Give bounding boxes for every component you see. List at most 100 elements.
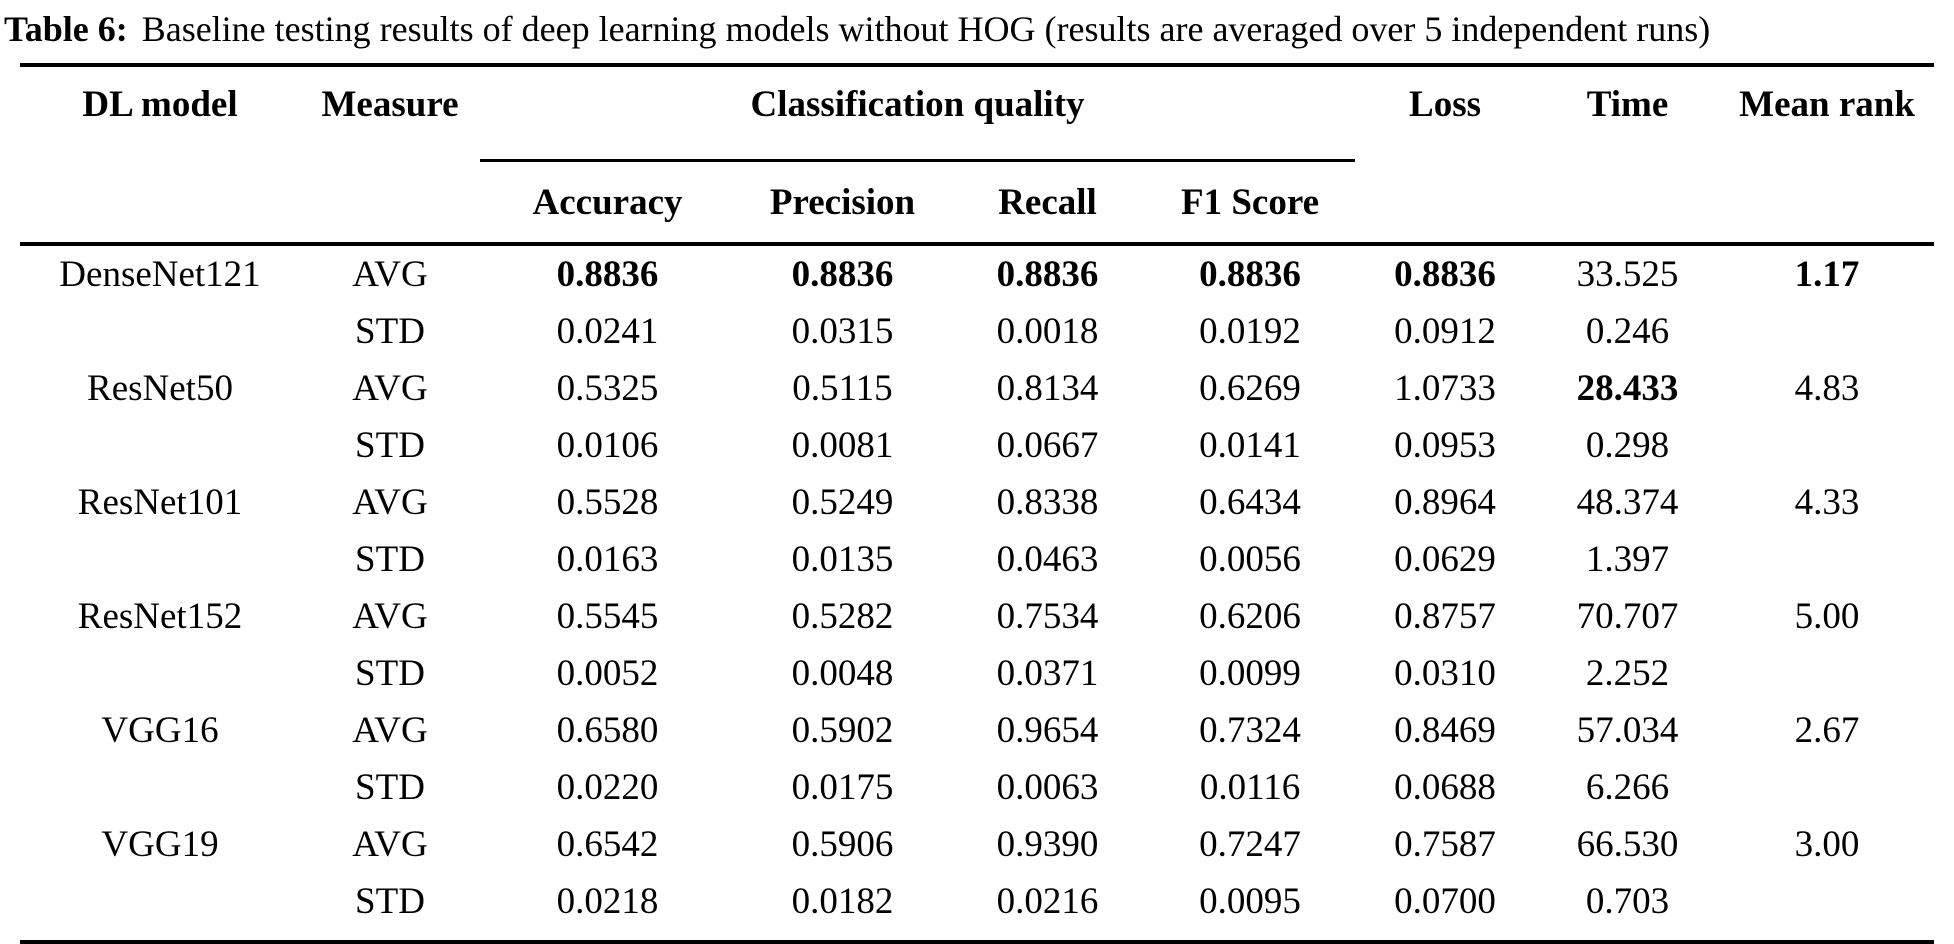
cell-std-f1: 0.0141 xyxy=(1199,425,1301,467)
cell-avg-f1: 0.7247 xyxy=(1199,824,1301,866)
cell-std-time: 6.266 xyxy=(1585,767,1670,809)
cell-std-loss: 0.0629 xyxy=(1394,539,1496,581)
cell-avg-loss: 0.7587 xyxy=(1394,824,1496,866)
cell-avg-f1: 0.7324 xyxy=(1199,710,1301,752)
cell-std-recall: 0.0371 xyxy=(996,653,1099,695)
cell-avg-f1: 0.8836 xyxy=(1199,254,1301,296)
cell-std-precision: 0.0048 xyxy=(791,653,894,695)
cell-std-rank xyxy=(1720,645,1934,702)
cell-std-recall: 0.0667 xyxy=(996,425,1099,467)
cell-std-accuracy: 0.0052 xyxy=(556,653,659,695)
table-row: STD 0.0218 0.0182 0.0216 0.0095 0.0700 0.703 xyxy=(20,873,1934,943)
cell-std-f1: 0.0099 xyxy=(1199,653,1301,695)
table-row: VGG19 AVG 0.6542 0.5906 0.9390 0.7247 0.7587 66… xyxy=(20,816,1934,873)
col-header-time: Time xyxy=(1586,84,1669,126)
measure-avg-label: AVG xyxy=(352,824,428,866)
table-row: DenseNet121 AVG 0.8836 0.8836 0.8836 0.8836 0.… xyxy=(20,244,1934,303)
table-header: DL model Measure Classification quality … xyxy=(20,65,1935,245)
measure-std-label: STD xyxy=(355,539,425,581)
cell-avg-recall: 0.7534 xyxy=(996,596,1099,638)
cell-std-precision: 0.0081 xyxy=(791,425,894,467)
model-name: ResNet101 xyxy=(77,482,243,524)
cell-avg-rank: 2.67 xyxy=(1794,710,1860,752)
cell-std-accuracy: 0.0106 xyxy=(556,425,659,467)
table-row: VGG16 AVG 0.6580 0.5902 0.9654 0.7324 0.8469 57… xyxy=(20,702,1934,759)
measure-avg-label: AVG xyxy=(352,368,428,410)
results-table: DL model Measure Classification quality … xyxy=(20,63,1935,944)
cell-std-recall: 0.0463 xyxy=(996,539,1099,581)
cell-std-accuracy: 0.0241 xyxy=(556,311,659,353)
cell-std-accuracy: 0.0220 xyxy=(556,767,659,809)
table-header-row-1: DL model Measure Classification quality … xyxy=(20,65,1934,163)
cell-avg-time: 48.374 xyxy=(1576,482,1679,524)
model-name: VGG19 xyxy=(101,824,219,866)
cell-avg-rank: 1.17 xyxy=(1794,254,1860,296)
cell-avg-rank: 5.00 xyxy=(1794,596,1860,638)
cell-std-precision: 0.0315 xyxy=(791,311,894,353)
cell-avg-f1: 0.6434 xyxy=(1199,482,1301,524)
table-row: STD 0.0241 0.0315 0.0018 0.0192 0.0912 0.246 xyxy=(20,303,1934,360)
cell-avg-loss: 0.8964 xyxy=(1394,482,1496,524)
cell-std-precision: 0.0182 xyxy=(791,881,894,923)
cell-avg-accuracy: 0.6542 xyxy=(556,824,659,866)
cell-avg-precision: 0.5249 xyxy=(791,482,894,524)
cell-std-rank xyxy=(1720,531,1934,588)
cell-avg-loss: 0.8757 xyxy=(1394,596,1496,638)
table-caption: Table 6: Baseline testing results of deep… xyxy=(0,0,1954,51)
cell-avg-precision: 0.5115 xyxy=(792,368,893,410)
cell-std-f1: 0.0116 xyxy=(1199,767,1301,809)
cell-avg-rank: 3.00 xyxy=(1794,824,1860,866)
model-name xyxy=(20,645,300,702)
model-name xyxy=(20,759,300,816)
cell-std-time: 2.252 xyxy=(1585,653,1670,695)
measure-std-label: STD xyxy=(355,425,425,467)
table-row: STD 0.0106 0.0081 0.0667 0.0141 0.0953 0.298 xyxy=(20,417,1934,474)
cell-avg-recall: 0.8836 xyxy=(996,254,1099,296)
model-name: ResNet50 xyxy=(87,368,233,410)
table-row: STD 0.0163 0.0135 0.0463 0.0056 0.0629 1.397 xyxy=(20,531,1934,588)
measure-std-label: STD xyxy=(355,881,425,923)
cell-avg-time: 33.525 xyxy=(1576,254,1679,296)
table-row: ResNet50 AVG 0.5325 0.5115 0.8134 0.6269 1.073… xyxy=(20,360,1934,417)
cell-std-rank xyxy=(1720,873,1934,943)
cell-std-loss: 0.0912 xyxy=(1394,311,1496,353)
cell-avg-loss: 0.8836 xyxy=(1394,254,1496,296)
model-name xyxy=(20,303,300,360)
cell-avg-precision: 0.5906 xyxy=(791,824,894,866)
cell-avg-rank: 4.33 xyxy=(1794,482,1860,524)
cell-avg-precision: 0.5282 xyxy=(791,596,894,638)
cell-std-rank xyxy=(1720,417,1934,474)
cell-avg-accuracy: 0.6580 xyxy=(556,710,659,752)
cell-avg-accuracy: 0.5545 xyxy=(556,596,659,638)
cell-std-loss: 0.0700 xyxy=(1394,881,1496,923)
cell-avg-accuracy: 0.5325 xyxy=(556,368,659,410)
cell-avg-time: 57.034 xyxy=(1576,710,1679,752)
cell-std-accuracy: 0.0163 xyxy=(556,539,659,581)
table-body: DenseNet121 AVG 0.8836 0.8836 0.8836 0.8836 0.… xyxy=(20,244,1934,943)
col-header-measure: Measure xyxy=(321,84,459,126)
model-name: VGG16 xyxy=(101,710,219,752)
cell-avg-recall: 0.9654 xyxy=(996,710,1099,752)
table-row: ResNet152 AVG 0.5545 0.5282 0.7534 0.6206 0.87… xyxy=(20,588,1934,645)
cell-avg-precision: 0.8836 xyxy=(791,254,894,296)
measure-avg-label: AVG xyxy=(352,596,428,638)
cell-std-loss: 0.0953 xyxy=(1394,425,1496,467)
cell-avg-loss: 1.0733 xyxy=(1394,368,1496,410)
table-row: STD 0.0220 0.0175 0.0063 0.0116 0.0688 6.266 xyxy=(20,759,1934,816)
cell-std-time: 0.703 xyxy=(1585,881,1670,923)
cell-std-loss: 0.0310 xyxy=(1394,653,1496,695)
col-header-loss: Loss xyxy=(1409,84,1481,126)
measure-avg-label: AVG xyxy=(352,710,428,752)
cell-std-recall: 0.0216 xyxy=(996,881,1099,923)
cell-avg-f1: 0.6269 xyxy=(1199,368,1301,410)
measure-std-label: STD xyxy=(355,767,425,809)
measure-avg-label: AVG xyxy=(352,254,428,296)
table-row: STD 0.0052 0.0048 0.0371 0.0099 0.0310 2.252 xyxy=(20,645,1934,702)
cell-std-time: 0.246 xyxy=(1585,311,1670,353)
model-name: ResNet152 xyxy=(77,596,243,638)
cell-avg-f1: 0.6206 xyxy=(1199,596,1301,638)
cell-std-time: 0.298 xyxy=(1585,425,1670,467)
measure-std-label: STD xyxy=(355,653,425,695)
table-header-row-2: Accuracy Precision Recall F1 Score xyxy=(20,161,1934,245)
cell-std-precision: 0.0175 xyxy=(791,767,894,809)
